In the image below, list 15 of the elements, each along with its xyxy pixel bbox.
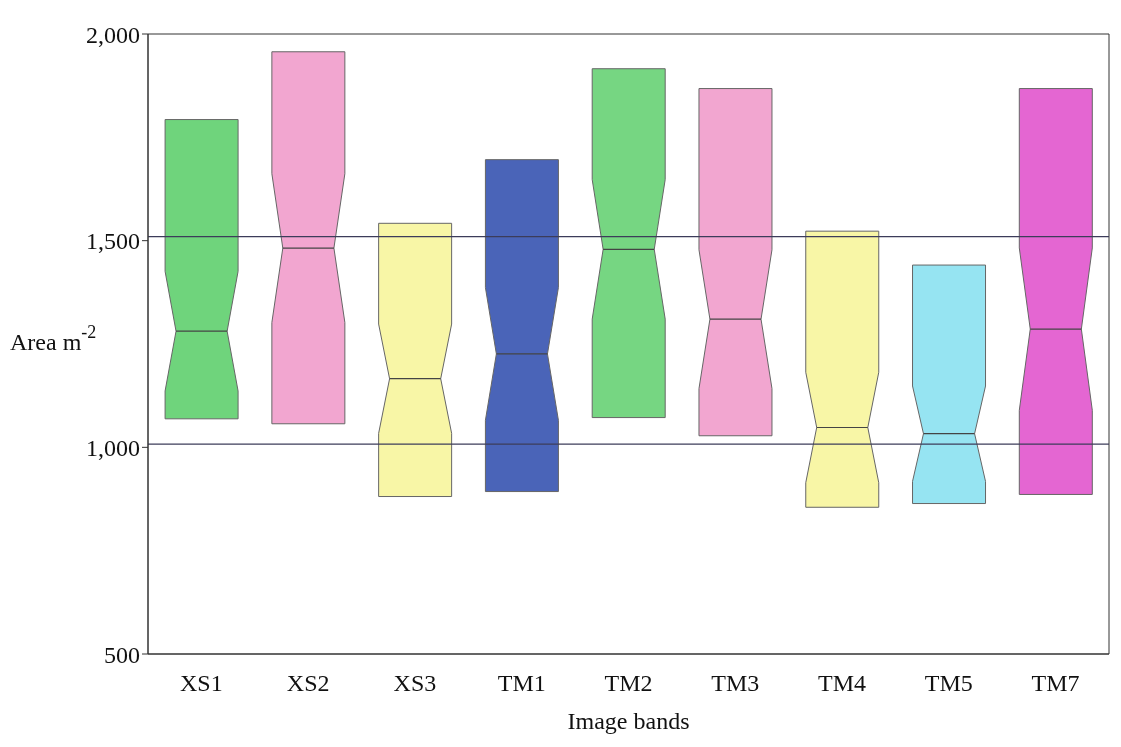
- x-tick-label: XS1: [180, 670, 223, 697]
- x-tick-label: TM5: [924, 670, 973, 697]
- y-tick-label: 1,500: [86, 228, 140, 255]
- x-tick-label: TM7: [1031, 670, 1080, 697]
- y-axis-title: Area m$^{-2}$: [10, 322, 97, 355]
- y-tick-label: 2,000: [86, 21, 140, 48]
- x-axis-title: Image bands: [567, 708, 690, 734]
- x-tick-label: TM2: [604, 670, 653, 697]
- x-tick-label: TM1: [497, 670, 546, 697]
- y-tick-label: 500: [104, 641, 140, 668]
- x-tick-label: TM4: [818, 670, 867, 697]
- x-tick-label: XS2: [286, 670, 330, 697]
- x-tick-label: XS3: [393, 670, 437, 697]
- y-tick-label: 1,000: [86, 434, 140, 461]
- x-tick-label: TM3: [711, 670, 760, 697]
